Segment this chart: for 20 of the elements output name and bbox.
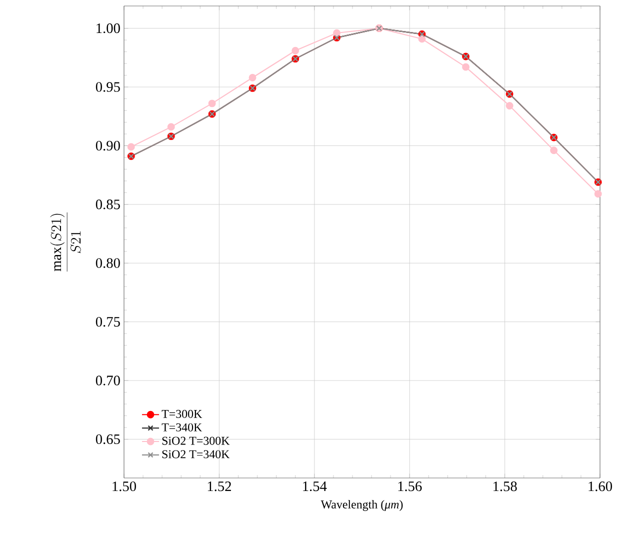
legend-label: T=340K [162,423,202,432]
y-tick-label: 0.85 [96,200,120,210]
x-tick-label: 1.58 [494,482,517,492]
y-tick-label: 0.65 [96,434,120,444]
y-tick-label: 0.70 [96,376,120,386]
legend-label: SiO2 T=300K [162,436,230,445]
legend-label: T=300K [162,410,202,418]
y-tick-label: 0.95 [96,82,120,92]
x-axis-title: Wavelength (μm) [320,500,403,511]
y-axis-title: $\frac{\max(S21)}{S21}$ [50,212,81,272]
x-tick-label: 1.54 [303,482,327,492]
legend-label: SiO2 T=340K [162,450,230,458]
y-tick-label: 0.80 [96,258,120,268]
x-tick-label: 1.52 [208,482,231,492]
y-tick-label: 1.00 [96,23,120,34]
y-tick-label: 0.90 [96,140,120,151]
y-tick-label: 0.75 [96,316,120,327]
x-tick-label: 1.50 [112,482,136,492]
x-tick-label: 1.60 [588,482,612,492]
x-tick-label: 1.56 [398,482,422,492]
